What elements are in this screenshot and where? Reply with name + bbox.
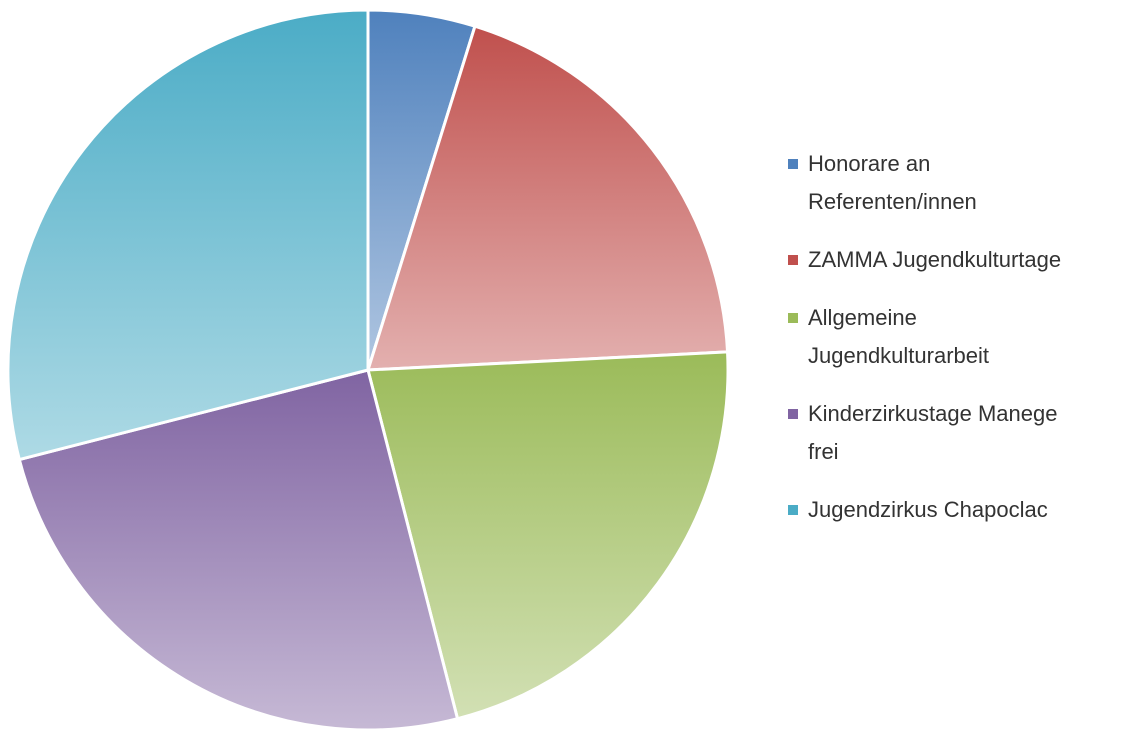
pie-slice <box>6 8 370 462</box>
legend-swatch <box>788 255 798 265</box>
legend-swatch <box>788 159 798 169</box>
legend-item: Kinderzirkustage Manege frei <box>788 395 1088 471</box>
legend-item: Jugendzirkus Chapoclac <box>788 491 1088 529</box>
pie-slice <box>366 350 730 721</box>
legend-swatch <box>788 409 798 419</box>
legend-item: ZAMMA Jugendkulturtage <box>788 241 1088 279</box>
legend-label: Kinderzirkustage Manege frei <box>808 401 1058 464</box>
legend-swatch <box>788 313 798 323</box>
legend-label: Jugendzirkus Chapoclac <box>808 497 1048 522</box>
legend: Honorare an Referenten/innen ZAMMA Jugend… <box>788 145 1088 549</box>
legend-label: Allgemeine Jugendkulturarbeit <box>808 305 990 368</box>
chart <box>6 8 730 731</box>
legend-label: ZAMMA Jugendkulturtage <box>808 247 1062 272</box>
legend-item: Allgemeine Jugendkulturarbeit <box>788 299 1088 375</box>
pie-slice <box>366 24 730 372</box>
pie-slice <box>17 368 460 731</box>
legend-swatch <box>788 505 798 515</box>
legend-item: Honorare an Referenten/innen <box>788 145 1088 221</box>
legend-label: Honorare an Referenten/innen <box>808 151 977 214</box>
